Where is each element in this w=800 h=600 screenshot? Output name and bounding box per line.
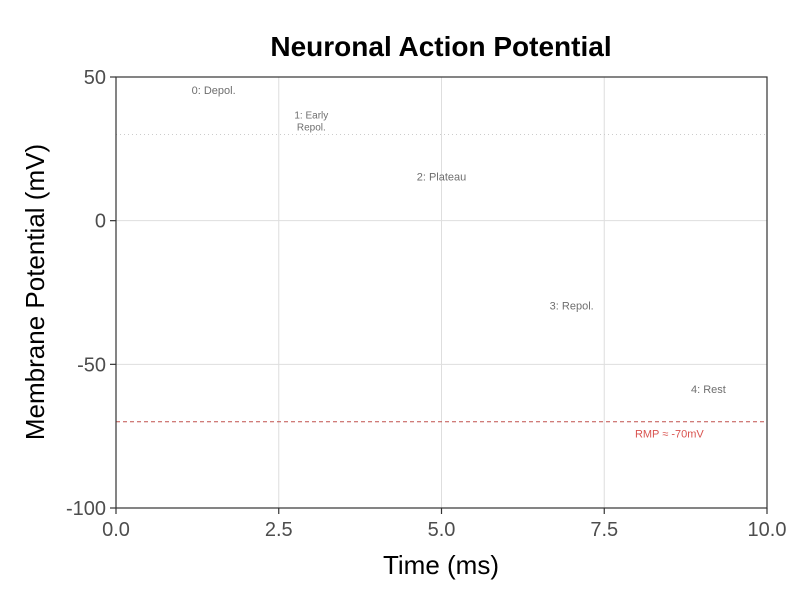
y-tick-label: 0 xyxy=(95,211,106,233)
phase-annotations: 0: Depol. 1: Early Repol. 2: Plateau 3: Repo… xyxy=(192,85,726,440)
x-tick-label: 5.0 xyxy=(428,519,456,541)
phase-label: 4: Rest xyxy=(691,384,726,396)
phase-label: 3: Repol. xyxy=(550,301,594,313)
x-axis-title: Time (ms) xyxy=(383,550,499,580)
y-axis-title: Membrane Potential (mV) xyxy=(20,144,50,440)
y-tick-label: -50 xyxy=(77,354,106,376)
chart-title: Neuronal Action Potential xyxy=(270,31,611,62)
y-axis: -100 -50 0 50 xyxy=(66,67,116,520)
x-tick-label: 0.0 xyxy=(102,519,130,541)
y-tick-label: -100 xyxy=(66,498,106,520)
rmp-label: RMP ≈ -70mV xyxy=(635,429,704,441)
x-axis: 0.0 2.5 5.0 7.5 10.0 xyxy=(102,508,786,541)
phase-label: 0: Depol. xyxy=(192,85,236,97)
reference-lines xyxy=(116,133,767,423)
phase-label: 2: Plateau xyxy=(417,171,467,183)
grid xyxy=(116,77,767,508)
x-tick-label: 10.0 xyxy=(748,519,787,541)
phase-label: 1: Early Repol. xyxy=(294,111,328,134)
y-tick-label: 50 xyxy=(84,67,106,89)
x-tick-label: 7.5 xyxy=(590,519,618,541)
x-tick-label: 2.5 xyxy=(265,519,293,541)
